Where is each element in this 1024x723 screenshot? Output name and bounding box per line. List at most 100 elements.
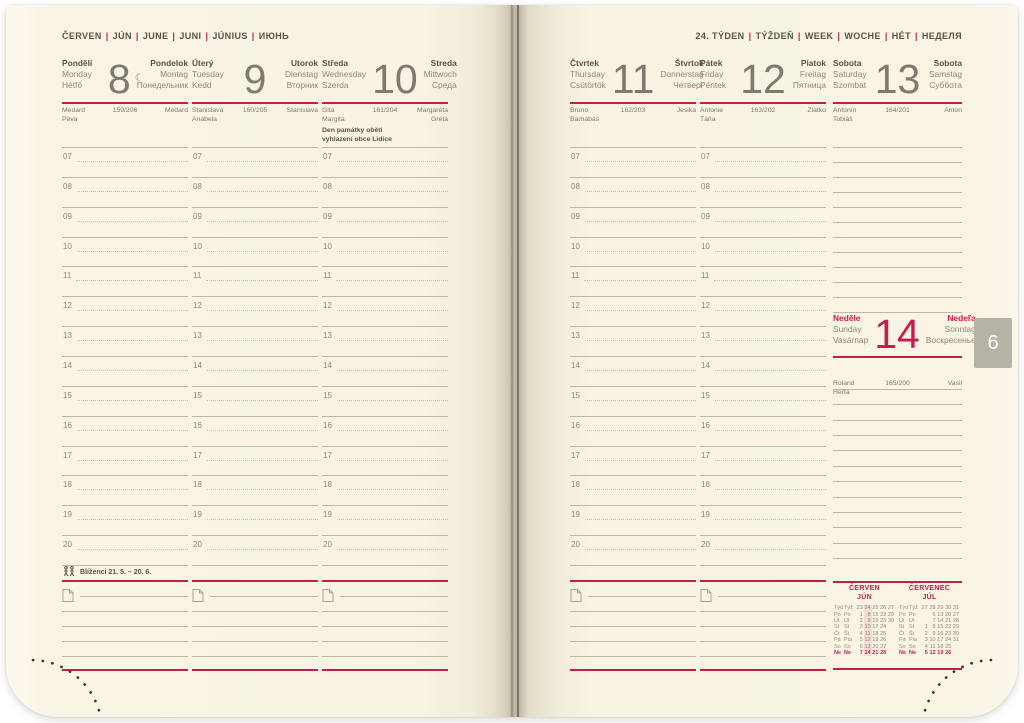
note-page-icon [192, 588, 206, 603]
date-cell [887, 650, 895, 656]
hour-writing-line [584, 476, 696, 491]
hour-slot: 11 [570, 266, 696, 296]
day-name: Streda [430, 58, 457, 68]
nameday-right: Anton [944, 106, 962, 115]
hour-label: 13 [571, 331, 580, 341]
hour-label: 09 [701, 211, 710, 221]
mini-calendar-subtitle: JÚN [857, 593, 872, 601]
date-cell: 13 [937, 611, 944, 618]
header-separator: | [748, 31, 752, 41]
hour-slot: 07 [192, 147, 318, 177]
writing-line [833, 466, 962, 467]
hour-label: 15 [193, 390, 202, 400]
hour-label: 12 [323, 301, 332, 311]
mini-calendar-subtitle: JÚL [922, 593, 937, 601]
hour-slot: 16 [192, 415, 318, 446]
nameday-name: Stanislava [286, 107, 318, 114]
nameday-left: Stanislava Anabela [192, 106, 223, 124]
hour-label: 10 [701, 241, 710, 251]
nameday-row: 159/206 Medard Pěva Medard [62, 106, 188, 126]
notes-line [192, 626, 318, 627]
day-bottom-red-line [700, 580, 826, 582]
hour-label: 17 [323, 450, 332, 460]
nameday-left: Antonín Tobiáš [833, 106, 856, 124]
nameday-name: Pěva [62, 116, 78, 123]
date-cell: 24 [880, 624, 887, 631]
header-segment: 24. TÝDEN [695, 31, 745, 41]
minical-top-red-line [833, 581, 962, 583]
hour-label: 11 [571, 271, 580, 281]
hour-slot: 09 [322, 206, 448, 237]
hour-grid: 07 08 09 10 11 12 13 14 15 16 17 18 19 20 [570, 147, 696, 566]
hour-slot: 20 [192, 535, 318, 565]
weekday-label: Ne [909, 650, 917, 657]
hour-slot: 13 [700, 326, 826, 356]
notes-line [700, 611, 826, 612]
hour-slot: 08 [192, 176, 318, 207]
day-names-left: Pondělí Monday Hétfő [62, 58, 102, 102]
date-cell: 16 [872, 618, 879, 624]
hour-writing-line [206, 387, 318, 401]
date-cell: 18 [872, 630, 879, 637]
date-cell: 8 [932, 624, 936, 631]
weekday-label: Pá [899, 637, 906, 644]
day-header-wednesday: Středa Wednesday Szerda 10 Streda Mittwoch Сре… [322, 58, 457, 102]
hour-slot: 14 [62, 356, 188, 386]
nameday-right: Zlatko [807, 106, 826, 115]
hour-slot: 19 [322, 505, 448, 535]
date-cell: 19 [872, 637, 879, 644]
day-name: Donnerstag [660, 68, 704, 79]
date-cell: 15 [872, 611, 879, 618]
date-cell: 5 [859, 637, 863, 644]
hour-grid: 07 08 09 10 11 12 13 14 15 16 17 18 19 20 [192, 147, 318, 566]
hour-slot: 09 [192, 206, 318, 237]
hour-slot: 08 [570, 176, 696, 207]
notes-line [192, 656, 318, 657]
hour-slot: 16 [62, 415, 188, 446]
notes-line [62, 656, 188, 657]
day-header-red-line [700, 102, 826, 104]
hour-slot: 07 [62, 147, 188, 177]
notes-line [192, 611, 318, 612]
hour-label: 15 [323, 390, 332, 400]
week-number: 29 [937, 605, 944, 612]
hour-label: 19 [323, 510, 332, 520]
hour-label: 15 [63, 390, 72, 400]
week-number: 24 [863, 605, 872, 612]
hour-writing-line [76, 357, 188, 372]
hour-writing-line [76, 148, 188, 162]
hour-writing-line [206, 297, 318, 312]
hour-label: 12 [571, 301, 580, 311]
hour-writing-line [336, 476, 448, 491]
hour-label: 09 [323, 211, 332, 221]
weekday-label: St [909, 624, 915, 631]
day-names-right: Utorok Dienstag Вторник [272, 58, 318, 102]
hour-slot: 18 [322, 475, 448, 505]
date-cell: 4 [924, 643, 928, 650]
day-column-monday: Pondělí Monday Hétfő 8 ☾ Pondelok Montag Понеде… [62, 0, 188, 723]
hour-label: 11 [193, 271, 202, 281]
date-cell: 6 [932, 611, 936, 618]
hour-label: 08 [63, 181, 72, 191]
hour-label: 16 [571, 420, 580, 430]
date-cell: 20 [872, 643, 879, 650]
header-separator: | [837, 31, 841, 41]
hour-writing-line [336, 148, 448, 162]
nameday-row: 160/205 Stanislava Anabela Stanislava [192, 106, 318, 126]
weekday-label: Út [834, 618, 840, 624]
hour-label: 08 [701, 181, 710, 191]
notes-line [588, 596, 696, 597]
day-name: Вторник [286, 79, 318, 90]
hour-writing-line [206, 178, 318, 192]
date-cell: 8 [863, 611, 872, 618]
hour-writing-line [584, 327, 696, 342]
nameday-name: Herta [833, 389, 850, 396]
hour-label: 20 [193, 540, 202, 550]
date-cell: 27 [952, 611, 959, 618]
hour-label: 12 [63, 301, 72, 311]
nameday-name: Zlatko [807, 107, 826, 114]
day-name: Čtvrtek [570, 58, 599, 68]
hour-slot: 10 [700, 236, 826, 267]
notes-line [322, 641, 448, 642]
month-header: ČERVEN | JÚN | JUNE | JUNI | JÚNIUS | ИЮНЬ [62, 31, 289, 41]
